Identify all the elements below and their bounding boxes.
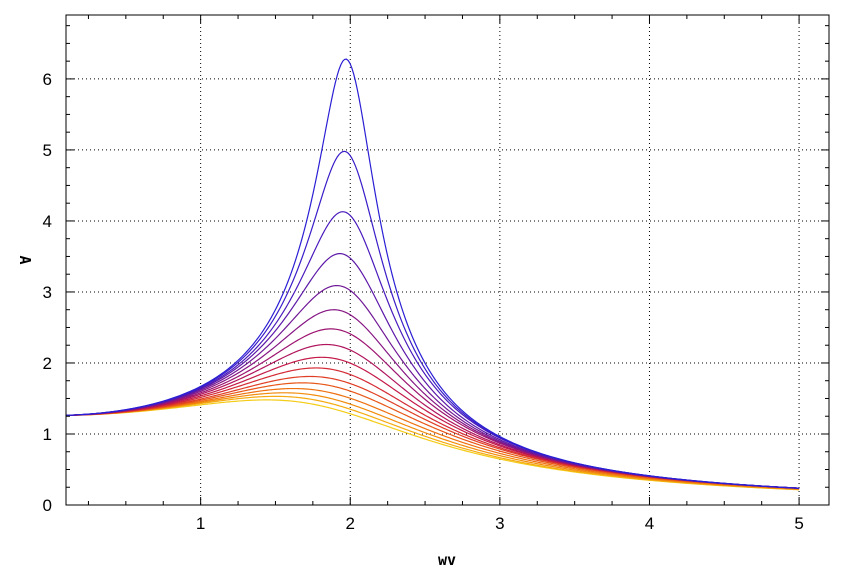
y-axis-title: A [16, 255, 34, 264]
series-line [65, 253, 800, 489]
series-line [65, 375, 800, 489]
x-tick-label: 3 [495, 514, 504, 533]
y-tick-label: 1 [43, 425, 52, 444]
y-tick-label: 2 [43, 354, 52, 373]
series-line [65, 328, 800, 489]
series-line [65, 58, 800, 489]
series-line [65, 367, 800, 489]
y-tick-label: 0 [43, 496, 52, 515]
series-line [65, 399, 800, 491]
series-line [65, 343, 800, 489]
series-lines [65, 58, 800, 491]
y-tick-labels: 0 1 2 3 4 5 6 [43, 70, 52, 515]
series-line [65, 150, 800, 489]
y-tick-label: 4 [43, 212, 52, 231]
grid-lines [66, 15, 829, 506]
series-line [65, 211, 800, 489]
plot-frame [65, 14, 830, 506]
series-line [65, 392, 800, 490]
y-tick-label: 6 [43, 70, 52, 89]
series-line [65, 284, 800, 489]
series-line [65, 395, 800, 491]
x-tick-labels: 1 2 3 4 5 [196, 514, 804, 533]
series-line [65, 387, 800, 490]
x-tick-label: 5 [794, 514, 803, 533]
y-tick-label: 3 [43, 283, 52, 302]
axis-ticks [66, 15, 829, 506]
x-tick-label: 1 [196, 514, 205, 533]
x-tick-label: 2 [346, 514, 355, 533]
x-tick-label: 4 [645, 514, 654, 533]
x-axis-title: wv [438, 551, 456, 569]
y-tick-label: 5 [43, 141, 52, 160]
